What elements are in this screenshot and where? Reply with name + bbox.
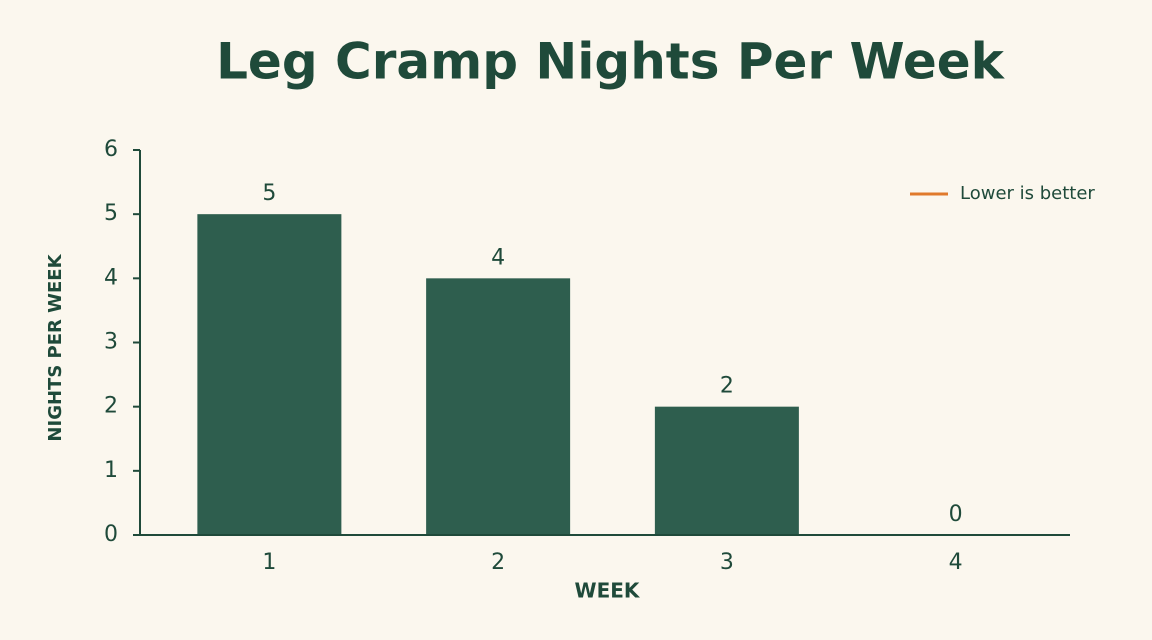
x-tick-label: 4 — [949, 550, 963, 575]
x-tick-label: 3 — [720, 550, 734, 575]
data-label: 2 — [720, 374, 734, 399]
x-tick-label: 1 — [262, 550, 276, 575]
y-axis-label: NIGHTS PER WEEK — [45, 253, 66, 441]
y-tick-label: 0 — [104, 522, 118, 547]
y-tick-label: 5 — [104, 201, 118, 226]
y-tick-label: 1 — [104, 458, 118, 483]
data-label: 0 — [949, 502, 963, 527]
bar — [197, 214, 342, 535]
bar — [654, 406, 799, 535]
y-tick-label: 4 — [104, 265, 118, 290]
chart-title: Leg Cramp Nights Per Week — [216, 33, 1006, 91]
y-tick-label: 6 — [104, 137, 118, 162]
bar — [426, 278, 571, 535]
data-label: 5 — [262, 181, 276, 206]
y-tick-label: 2 — [104, 394, 118, 419]
legend-label: Lower is better — [960, 183, 1095, 204]
x-tick-label: 2 — [491, 550, 505, 575]
x-axis-label: WEEK — [575, 579, 641, 603]
data-label: 4 — [491, 245, 505, 270]
y-tick-label: 3 — [104, 330, 118, 355]
